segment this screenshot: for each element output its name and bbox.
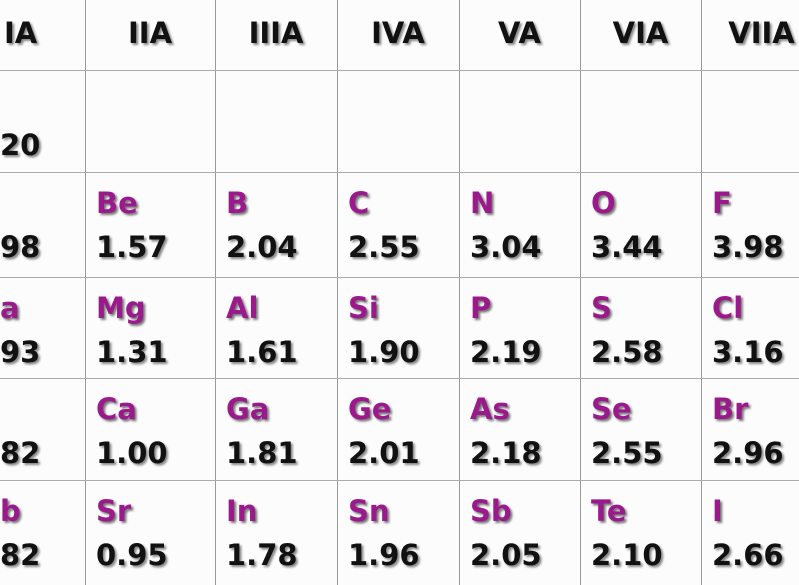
electronegativity: 3.04 — [470, 230, 542, 264]
element-symbol: C — [348, 186, 370, 220]
column-header: VIA — [612, 16, 669, 50]
element-symbol: Mg — [96, 291, 146, 325]
electronegativity: 2.05 — [470, 538, 542, 572]
element-symbol: B — [226, 186, 249, 220]
element-symbol: As — [470, 392, 510, 426]
element-symbol: Sb — [470, 494, 512, 528]
electronegativity: 1.57 — [96, 230, 168, 264]
element-symbol: Br — [712, 392, 749, 426]
electronegativity: 3.98 — [712, 230, 784, 264]
element-symbol: b — [0, 494, 21, 528]
element-symbol: Be — [96, 186, 138, 220]
electronegativity: 2.58 — [591, 335, 663, 369]
column-border — [85, 0, 86, 585]
element-symbol: In — [226, 494, 258, 528]
electronegativity: 2.19 — [470, 335, 542, 369]
element-symbol: Se — [591, 392, 632, 426]
element-symbol: Ge — [348, 392, 392, 426]
element-symbol: Ca — [96, 392, 137, 426]
row-border — [0, 172, 799, 173]
column-border — [580, 0, 581, 585]
electronegativity: 2.55 — [591, 436, 663, 470]
column-header: IIIA — [248, 16, 304, 50]
column-header: VIIA — [728, 16, 795, 50]
element-symbol: Al — [226, 291, 259, 325]
element-symbol: N — [470, 186, 495, 220]
electronegativity: 82 — [0, 538, 41, 572]
element-symbol: a — [0, 291, 20, 325]
element-symbol: Sn — [348, 494, 390, 528]
electronegativity: 2.66 — [712, 538, 784, 572]
electronegativity: 2.55 — [348, 230, 420, 264]
element-symbol: Te — [591, 494, 627, 528]
column-border — [337, 0, 338, 585]
element-symbol: I — [712, 494, 723, 528]
row-border — [0, 277, 799, 278]
electronegativity: 2.04 — [226, 230, 298, 264]
electronegativity: 1.00 — [96, 436, 168, 470]
element-symbol: P — [470, 291, 492, 325]
electronegativity: 1.81 — [226, 436, 298, 470]
electronegativity: 93 — [0, 335, 41, 369]
element-symbol: Si — [348, 291, 379, 325]
electronegativity: 1.31 — [96, 335, 168, 369]
element-symbol: S — [591, 291, 612, 325]
element-symbol: F — [712, 186, 732, 220]
electronegativity: 2.18 — [470, 436, 542, 470]
row-border — [0, 70, 799, 71]
column-header: IA — [4, 16, 38, 50]
electronegativity: 2.01 — [348, 436, 420, 470]
element-symbol: Cl — [712, 291, 744, 325]
element-symbol: O — [591, 186, 616, 220]
row-border — [0, 378, 799, 379]
electronegativity: 20 — [0, 128, 41, 162]
electronegativity: 1.78 — [226, 538, 298, 572]
row-border — [0, 480, 799, 481]
column-border — [701, 0, 702, 585]
element-symbol: Ga — [226, 392, 270, 426]
electronegativity: 1.90 — [348, 335, 420, 369]
electronegativity: 98 — [0, 230, 41, 264]
electronegativity: 3.16 — [712, 335, 784, 369]
electronegativity: 1.96 — [348, 538, 420, 572]
electronegativity: 1.61 — [226, 335, 298, 369]
electronegativity: 0.95 — [96, 538, 168, 572]
column-border — [215, 0, 216, 585]
electronegativity: 2.96 — [712, 436, 784, 470]
electronegativity: 2.10 — [591, 538, 663, 572]
electronegativity: 82 — [0, 436, 41, 470]
column-border — [459, 0, 460, 585]
column-header: IVA — [371, 16, 425, 50]
electronegativity: 3.44 — [591, 230, 663, 264]
column-header: VA — [498, 16, 541, 50]
column-header: IIA — [127, 16, 173, 50]
element-symbol: Sr — [96, 494, 132, 528]
